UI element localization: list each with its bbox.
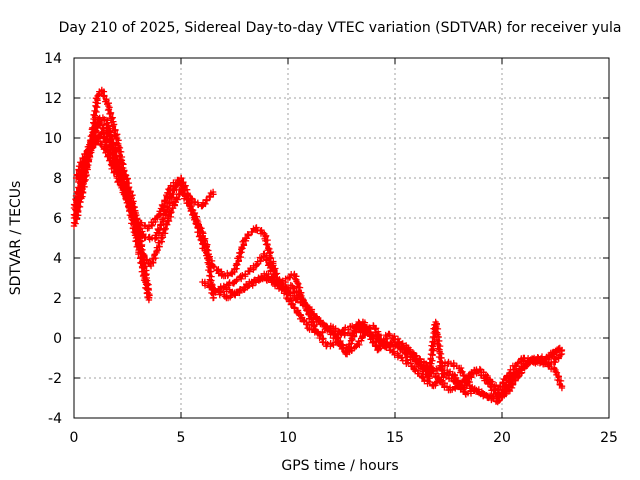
x-tick-label: 10 [279,430,297,446]
series-track-8 [220,270,563,399]
y-axis-label: SDTVAR / TECUs [8,181,24,296]
y-tick-label: 4 [53,251,62,267]
y-tick-label: -4 [48,411,62,427]
plot-frame [73,57,610,419]
y-tick-label: 2 [53,291,62,307]
y-tick-label: 6 [53,211,62,227]
y-tick-label: 8 [53,171,62,187]
axes: 0 5 10 15 20 25 -4 -2 0 2 4 6 8 10 12 14 [44,51,618,446]
x-tick-label: 5 [177,430,186,446]
x-axis-label: GPS time / hours [281,458,398,474]
x-tick-label: 25 [600,430,618,446]
y-tick-label: -2 [48,371,62,387]
x-tick-label: 0 [70,430,79,446]
data-series-layer [70,86,566,406]
series-trace [223,270,562,399]
y-tick-label: 14 [44,51,62,67]
y-tick-label: 12 [44,91,62,107]
chart-title: Day 210 of 2025, Sidereal Day-to-day VTE… [59,20,622,36]
x-tick-label: 20 [493,430,511,446]
y-tick-label: 0 [53,331,62,347]
y-tick-label: 10 [44,131,62,147]
x-tick-label: 15 [386,430,404,446]
